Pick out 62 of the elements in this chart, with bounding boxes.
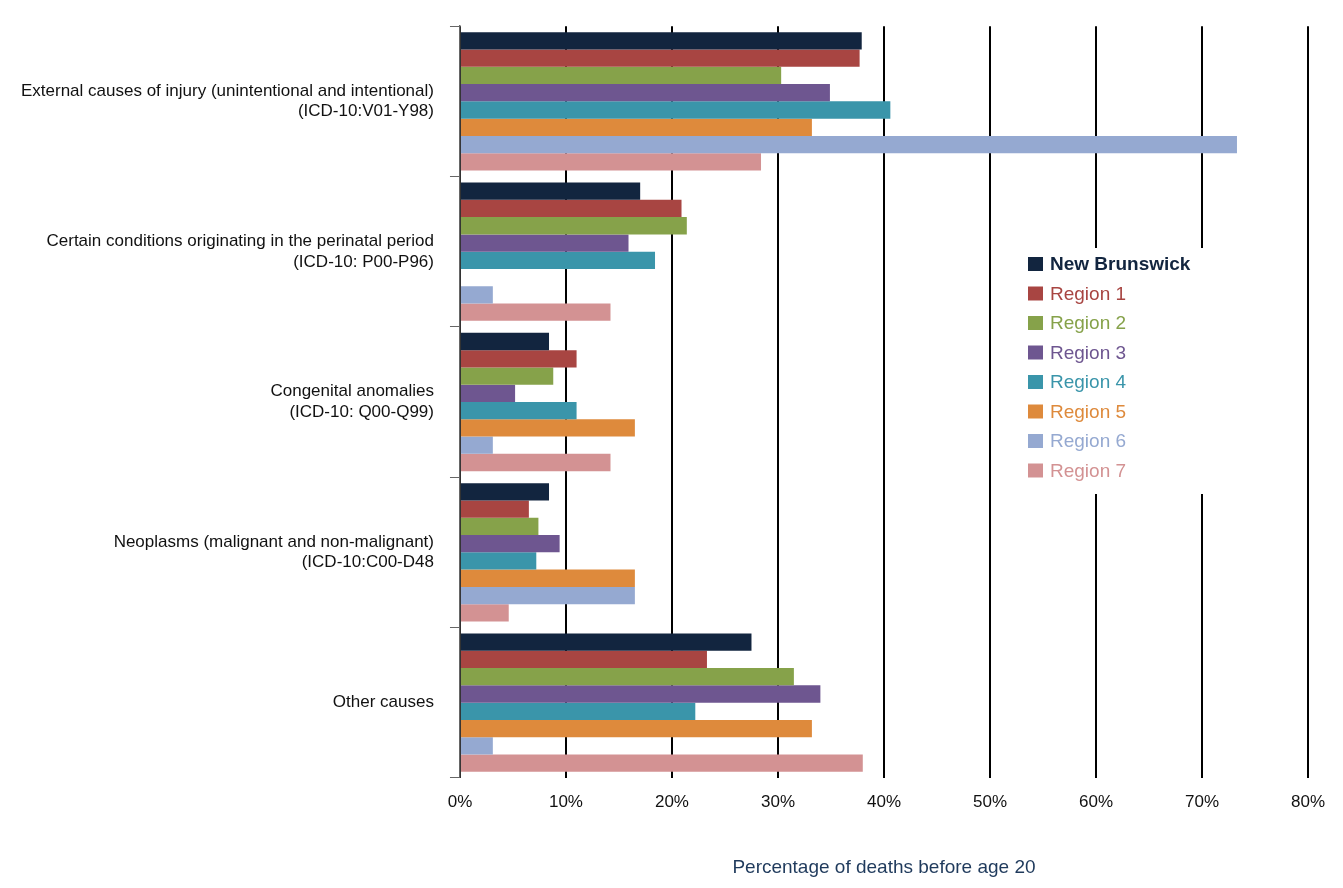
- legend-label: Region 5: [1050, 400, 1127, 422]
- bar: [460, 199, 682, 218]
- bar: [460, 367, 554, 385]
- legend-label: Region 3: [1050, 341, 1127, 363]
- bar: [460, 500, 529, 518]
- bar: [460, 66, 782, 85]
- bar: [460, 569, 635, 587]
- bar: [460, 702, 696, 720]
- bar: [460, 483, 550, 501]
- bar: [460, 153, 762, 171]
- bar: [460, 719, 812, 738]
- x-tick-label: 0%: [447, 791, 473, 811]
- bar: [460, 384, 516, 402]
- legend-label: Region 4: [1050, 371, 1127, 393]
- bar: [460, 84, 830, 102]
- y-tick-label: External causes of injury (unintentional and intentional) (ICD-10:V01-Y98): [20, 80, 434, 121]
- bar: [460, 332, 550, 351]
- x-tick-label: 80%: [1290, 791, 1326, 811]
- y-tick-label: Certain conditions originating in the perinatal period (ICD-10: P00-P96): [46, 231, 434, 271]
- bar: [460, 633, 752, 651]
- y-tick-label: Congenital anomalies (ICD-10: Q00-Q99): [270, 381, 434, 421]
- bar: [460, 436, 493, 454]
- bar: [460, 754, 863, 772]
- bar: [460, 650, 707, 669]
- legend-label: New Brunswick: [1050, 253, 1191, 275]
- bar: [460, 135, 1237, 154]
- x-tick-label: 50%: [972, 791, 1008, 811]
- bar: [460, 350, 577, 368]
- bar: [460, 419, 635, 437]
- bar: [460, 737, 493, 755]
- legend-label: Region 6: [1050, 430, 1127, 452]
- legend-label: Region 1: [1050, 282, 1127, 304]
- bar: [460, 453, 611, 472]
- x-tick-label: 10%: [548, 791, 583, 811]
- bar: [460, 685, 821, 703]
- bar: [460, 49, 860, 67]
- bar: [460, 286, 493, 304]
- bar: [460, 402, 577, 420]
- legend-label: Region 2: [1050, 312, 1127, 334]
- bar: [460, 217, 687, 235]
- bar: [460, 586, 635, 605]
- x-tick-label: 60%: [1078, 791, 1114, 811]
- y-tick-label: Neoplasms (malignant and non-malignant) (ICD-10:C00-D48: [113, 531, 434, 572]
- bar: [460, 118, 812, 136]
- y-tick-label: Other causes: [332, 692, 434, 712]
- bar: [460, 251, 656, 269]
- bar: [460, 303, 611, 321]
- x-tick-label: 30%: [760, 791, 795, 811]
- bar: [460, 234, 629, 252]
- x-tick-label: 70%: [1184, 791, 1220, 811]
- bar: [460, 182, 641, 200]
- bar: [460, 535, 560, 553]
- x-tick-label: 40%: [866, 791, 901, 811]
- bar: [460, 668, 794, 686]
- x-tick-label: 20%: [654, 791, 689, 811]
- bar: [460, 604, 509, 622]
- x-axis-title: Percentage of deaths before age 20: [732, 855, 1036, 877]
- bar: [460, 552, 537, 570]
- bar: [460, 32, 862, 50]
- bar: [460, 101, 891, 119]
- legend-label: Region 7: [1050, 459, 1127, 481]
- bar: [460, 517, 539, 536]
